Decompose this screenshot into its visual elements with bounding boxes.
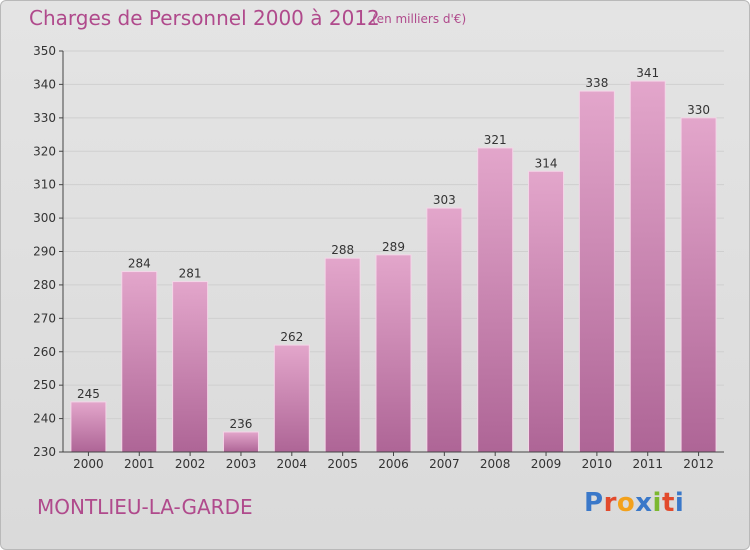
bar xyxy=(629,80,666,453)
y-tick-label: 350 xyxy=(33,44,56,58)
data-label: 236 xyxy=(230,417,253,431)
x-tick-label: 2000 xyxy=(73,457,104,471)
bar xyxy=(324,257,361,453)
y-tick-label: 280 xyxy=(33,278,56,292)
bar xyxy=(121,271,158,453)
data-label: 289 xyxy=(382,240,405,254)
bar xyxy=(578,90,615,453)
x-tick-label: 2012 xyxy=(683,457,714,471)
bar xyxy=(680,117,717,453)
data-label: 321 xyxy=(484,133,507,147)
y-tick-label: 260 xyxy=(33,345,56,359)
y-tick-label: 320 xyxy=(33,144,56,158)
logo-letter: o xyxy=(616,488,636,518)
x-tick-label: 2008 xyxy=(480,457,511,471)
data-label: 341 xyxy=(636,66,659,80)
bar xyxy=(172,281,209,453)
logo-letter: P xyxy=(584,488,604,518)
logo-letter: i xyxy=(674,488,685,518)
bar xyxy=(528,170,565,453)
chart-subtitle: (en milliers d'€) xyxy=(372,12,467,26)
data-label: 262 xyxy=(280,330,303,344)
bar xyxy=(70,401,107,453)
x-tick-label: 2009 xyxy=(531,457,562,471)
data-label: 281 xyxy=(179,267,202,281)
bar xyxy=(375,254,412,453)
x-tick-label: 2001 xyxy=(124,457,155,471)
logo-letter: x xyxy=(635,488,653,518)
y-tick-label: 290 xyxy=(33,245,56,259)
y-tick-label: 270 xyxy=(33,311,56,325)
data-label: 303 xyxy=(433,193,456,207)
x-tick-label: 2004 xyxy=(277,457,308,471)
city-name: MONTLIEU-LA-GARDE xyxy=(37,495,253,519)
labels: 230 240 250 260 270 280 290 300 310 320 330 340 350 2… xyxy=(33,44,714,471)
data-label: 284 xyxy=(128,257,151,271)
data-label: 288 xyxy=(331,243,354,257)
y-tick-label: 250 xyxy=(33,378,56,392)
x-tick-label: 2005 xyxy=(327,457,358,471)
bar xyxy=(273,344,310,453)
bar xyxy=(426,207,463,453)
y-tick-label: 230 xyxy=(33,445,56,459)
bar xyxy=(477,147,514,453)
y-tick-label: 340 xyxy=(33,77,56,91)
logo-letter: i xyxy=(652,488,662,518)
logo-letter: t xyxy=(661,488,675,518)
x-tick-label: 2007 xyxy=(429,457,460,471)
y-tick-label: 240 xyxy=(33,412,56,426)
axes xyxy=(59,50,724,456)
data-label: 338 xyxy=(585,76,608,90)
x-tick-label: 2002 xyxy=(175,457,206,471)
x-tick-label: 2011 xyxy=(632,457,663,471)
proxiti-logo: Proxiti xyxy=(584,488,684,518)
bars xyxy=(70,80,717,453)
y-tick-label: 330 xyxy=(33,111,56,125)
x-tick-label: 2006 xyxy=(378,457,409,471)
x-tick-label: 2003 xyxy=(226,457,257,471)
bar xyxy=(222,431,259,453)
data-label: 245 xyxy=(77,387,100,401)
logo-letter: r xyxy=(603,488,617,518)
y-tick-label: 310 xyxy=(33,178,56,192)
data-label: 330 xyxy=(687,103,710,117)
y-tick-label: 300 xyxy=(33,211,56,225)
chart-title: Charges de Personnel 2000 à 2012 xyxy=(29,6,380,30)
data-label: 314 xyxy=(535,156,558,170)
x-tick-label: 2010 xyxy=(582,457,613,471)
